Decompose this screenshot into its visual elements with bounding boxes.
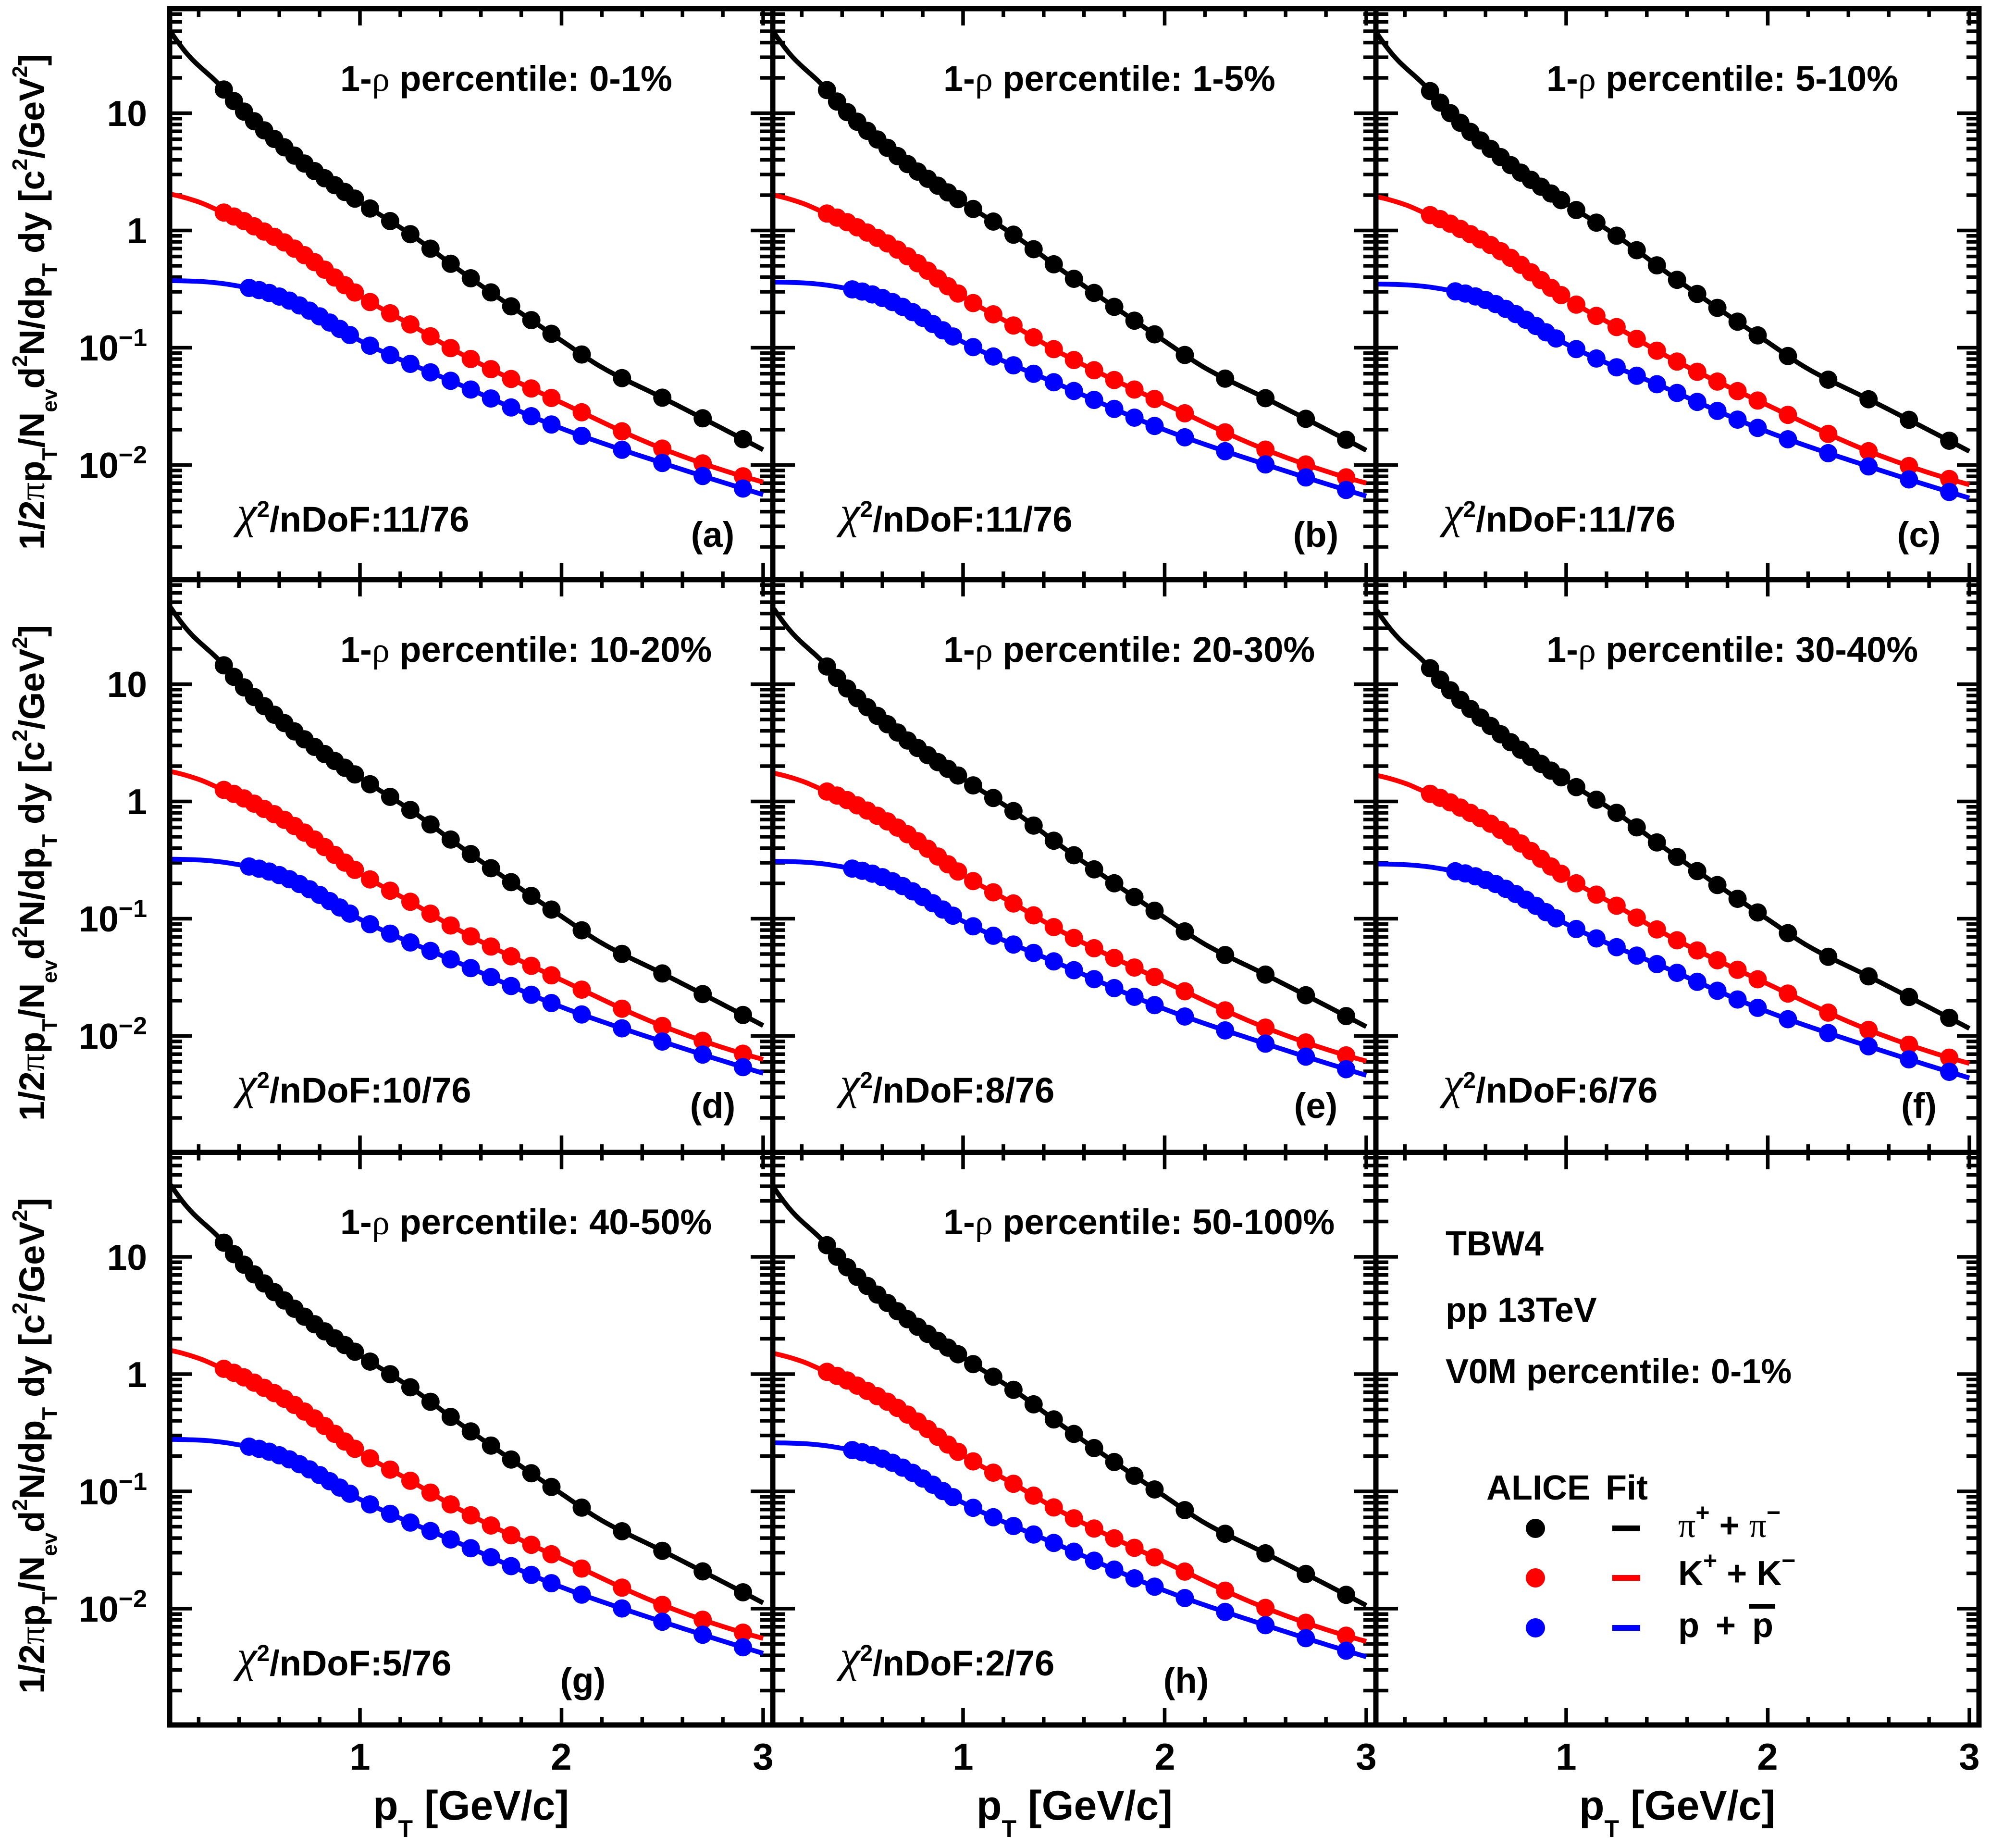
svg-text:(h): (h) (1163, 1661, 1209, 1700)
svg-text:1-ρ percentile: 10-20%: 1-ρ percentile: 10-20% (340, 630, 712, 670)
svg-text:(e): (e) (1294, 1086, 1337, 1126)
svg-text:χ2/nDoF:11/76: χ2/nDoF:11/76 (836, 488, 1072, 539)
svg-text:10: 10 (107, 1237, 147, 1277)
svg-text:3: 3 (1959, 1736, 1979, 1778)
svg-text:ALICE: ALICE (1486, 1469, 1590, 1507)
svg-text:10: 10 (107, 664, 147, 705)
svg-text:χ2/nDoF:5/76: χ2/nDoF:5/76 (233, 1632, 451, 1683)
svg-text:(a): (a) (691, 515, 734, 555)
svg-text:χ2/nDoF:10/76: χ2/nDoF:10/76 (233, 1059, 471, 1110)
svg-text:1: 1 (127, 1354, 147, 1395)
svg-text:χ2/nDoF:11/76: χ2/nDoF:11/76 (1439, 488, 1675, 539)
svg-text:π+ + π−: π+ + π− (1678, 1499, 1781, 1545)
svg-text:χ2/nDoF:11/76: χ2/nDoF:11/76 (233, 488, 469, 539)
svg-text:1-ρ percentile: 1-5%: 1-ρ percentile: 1-5% (943, 59, 1275, 99)
svg-text:10: 10 (107, 93, 147, 134)
svg-text:1: 1 (349, 1736, 370, 1778)
svg-text:1: 1 (1556, 1736, 1576, 1778)
svg-text:1-ρ percentile: 50-100%: 1-ρ percentile: 50-100% (943, 1202, 1335, 1242)
svg-text:3: 3 (753, 1736, 773, 1778)
svg-text:χ2/nDoF:8/76: χ2/nDoF:8/76 (836, 1059, 1054, 1110)
svg-text:1-ρ percentile: 20-30%: 1-ρ percentile: 20-30% (943, 630, 1315, 670)
svg-text:1-ρ percentile: 0-1%: 1-ρ percentile: 0-1% (340, 59, 672, 99)
svg-text:(c): (c) (1897, 515, 1941, 555)
svg-text:1-ρ percentile: 40-50%: 1-ρ percentile: 40-50% (340, 1202, 712, 1242)
svg-text:(f): (f) (1901, 1086, 1937, 1126)
svg-text:(d): (d) (690, 1086, 736, 1126)
svg-text:1-ρ percentile: 30-40%: 1-ρ percentile: 30-40% (1546, 630, 1918, 670)
svg-text:(g): (g) (560, 1661, 606, 1700)
svg-text:1-ρ percentile: 5-10%: 1-ρ percentile: 5-10% (1546, 59, 1898, 99)
svg-text:TBW4: TBW4 (1446, 1225, 1544, 1263)
svg-text:p + p: p + p (1678, 1606, 1773, 1645)
svg-text:K+ + K−: K+ + K− (1678, 1547, 1795, 1593)
svg-text:V0M percentile: 0-1%: V0M percentile: 0-1% (1446, 1352, 1792, 1391)
svg-text:1: 1 (952, 1736, 973, 1778)
svg-text:3: 3 (1356, 1736, 1376, 1778)
svg-text:1: 1 (127, 781, 147, 822)
svg-text:10−1: 10−1 (78, 895, 147, 939)
svg-text:2: 2 (551, 1736, 571, 1778)
svg-text:10−1: 10−1 (78, 324, 147, 368)
svg-text:1: 1 (127, 211, 147, 251)
svg-text:Fit: Fit (1606, 1469, 1648, 1507)
svg-text:χ2/nDoF:6/76: χ2/nDoF:6/76 (1439, 1059, 1657, 1110)
svg-text:χ2/nDoF:2/76: χ2/nDoF:2/76 (836, 1632, 1054, 1683)
svg-text:pp 13TeV: pp 13TeV (1446, 1291, 1597, 1329)
svg-text:2: 2 (1154, 1736, 1175, 1778)
svg-text:(b): (b) (1293, 515, 1339, 555)
svg-text:2: 2 (1757, 1736, 1778, 1778)
